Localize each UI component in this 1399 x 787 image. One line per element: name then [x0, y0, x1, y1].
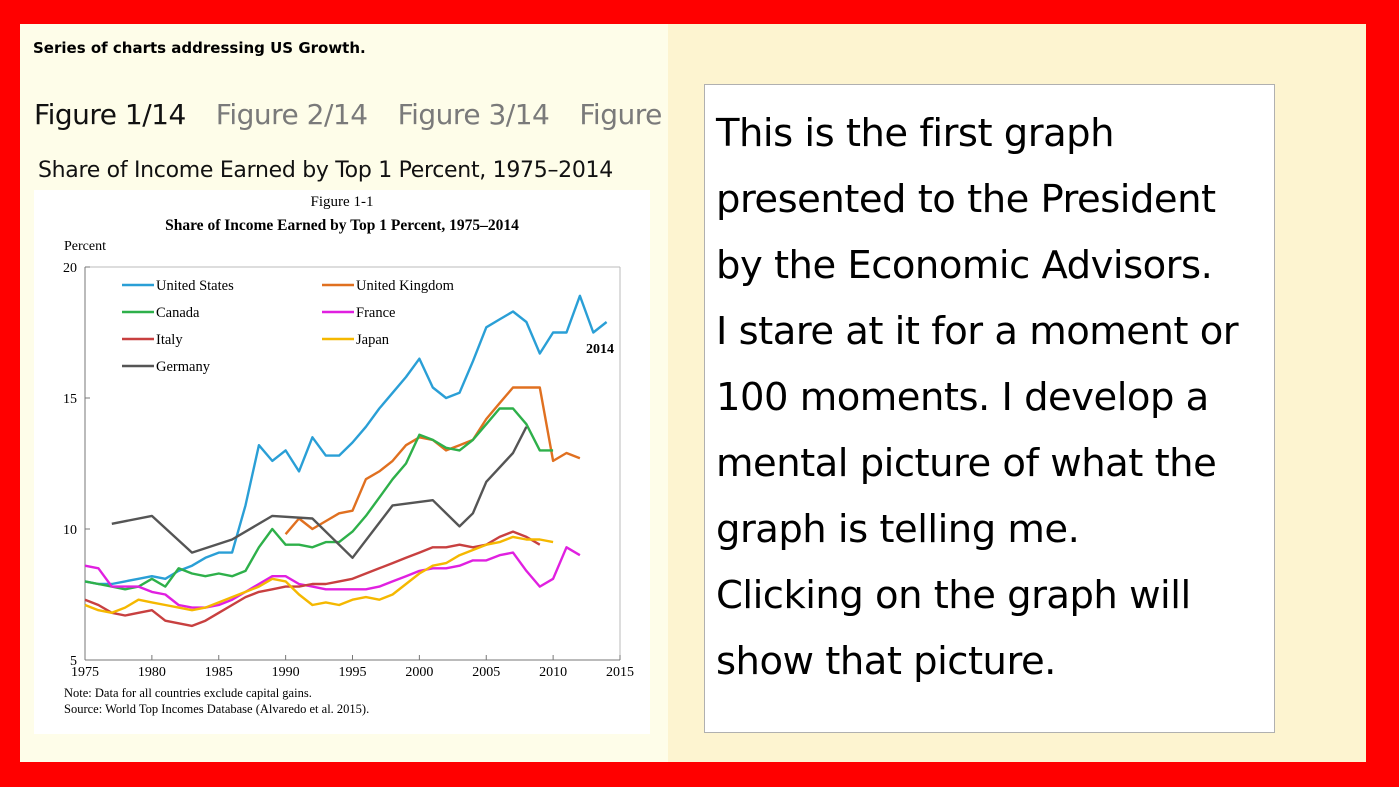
chart-note: Note: Data for all countries exclude cap…	[64, 686, 312, 700]
tab-figure-1[interactable]: Figure 1/14	[34, 98, 186, 131]
x-tick-label: 1990	[272, 665, 300, 680]
figure-tabs: Figure 1/14 Figure 2/14 Figure 3/14 Figure …	[34, 98, 668, 138]
figure-label: Figure 1-1	[311, 194, 374, 210]
legend-label: United States	[156, 278, 234, 294]
series-line-germany	[111, 426, 528, 559]
x-tick-label: 1985	[205, 665, 233, 680]
y-axis-label: Percent	[64, 239, 106, 254]
tab-figure-2[interactable]: Figure 2/14	[215, 98, 368, 131]
note-line: graph is telling me.	[716, 507, 1080, 552]
series-line-united-states	[84, 294, 608, 586]
note-panel: This is the first graph presented to the …	[704, 84, 1275, 733]
x-tick-label: 1980	[138, 665, 166, 680]
note-line: by the Economic Advisors.	[716, 243, 1213, 288]
annotation-2014: 2014	[586, 342, 614, 357]
x-tick-label: 2000	[405, 665, 433, 680]
y-tick-label: 15	[63, 392, 77, 407]
chart-title: Share of Income Earned by Top 1 Percent,…	[165, 217, 519, 234]
left-pane: Series of charts addressing US Growth. F…	[20, 24, 668, 762]
series-line-italy	[84, 530, 541, 628]
note-line: show that picture.	[716, 639, 1056, 684]
slide: Series of charts addressing US Growth. F…	[20, 24, 1366, 762]
line-chart[interactable]: Figure 1-1 Share of Income Earned by Top …	[34, 190, 650, 734]
chart-source: Source: World Top Incomes Database (Alva…	[64, 702, 369, 716]
legend-label: Italy	[156, 332, 183, 348]
legend-label: United Kingdom	[356, 278, 455, 294]
x-tick-label: 1975	[71, 665, 99, 680]
note-line: mental picture of what the	[716, 441, 1217, 486]
note-line: presented to the President	[716, 177, 1216, 222]
note-line: This is the first graph	[716, 111, 1115, 156]
series-line-canada	[84, 407, 554, 591]
x-tick-label: 2005	[472, 665, 500, 680]
page-title: Series of charts addressing US Growth.	[33, 39, 366, 57]
series-line-united-kingdom	[284, 386, 581, 535]
legend-label: France	[356, 305, 395, 321]
x-tick-label: 2010	[539, 665, 567, 680]
tab-figure-4[interactable]: Figure 4/14	[579, 98, 668, 131]
legend-label: Japan	[356, 332, 390, 348]
note-line: 100 moments. I develop a	[716, 375, 1209, 420]
note-text: This is the first graph presented to the …	[716, 101, 1272, 695]
tab-figure-3[interactable]: Figure 3/14	[397, 98, 550, 131]
series-line-france	[84, 546, 581, 609]
legend-label: Germany	[156, 359, 211, 375]
series-line-japan	[84, 535, 554, 614]
y-tick-label: 10	[63, 523, 77, 538]
note-line: Clicking on the graph will	[716, 573, 1191, 618]
y-tick-label: 20	[63, 261, 77, 276]
legend-label: Canada	[156, 305, 200, 321]
note-line: I stare at it for a moment or	[716, 309, 1239, 354]
x-tick-label: 2015	[606, 665, 634, 680]
y-tick-label: 5	[70, 654, 77, 669]
figure-caption: Share of Income Earned by Top 1 Percent,…	[38, 158, 613, 183]
x-tick-label: 1995	[339, 665, 367, 680]
chart-image[interactable]: Figure 1-1 Share of Income Earned by Top …	[34, 190, 650, 734]
